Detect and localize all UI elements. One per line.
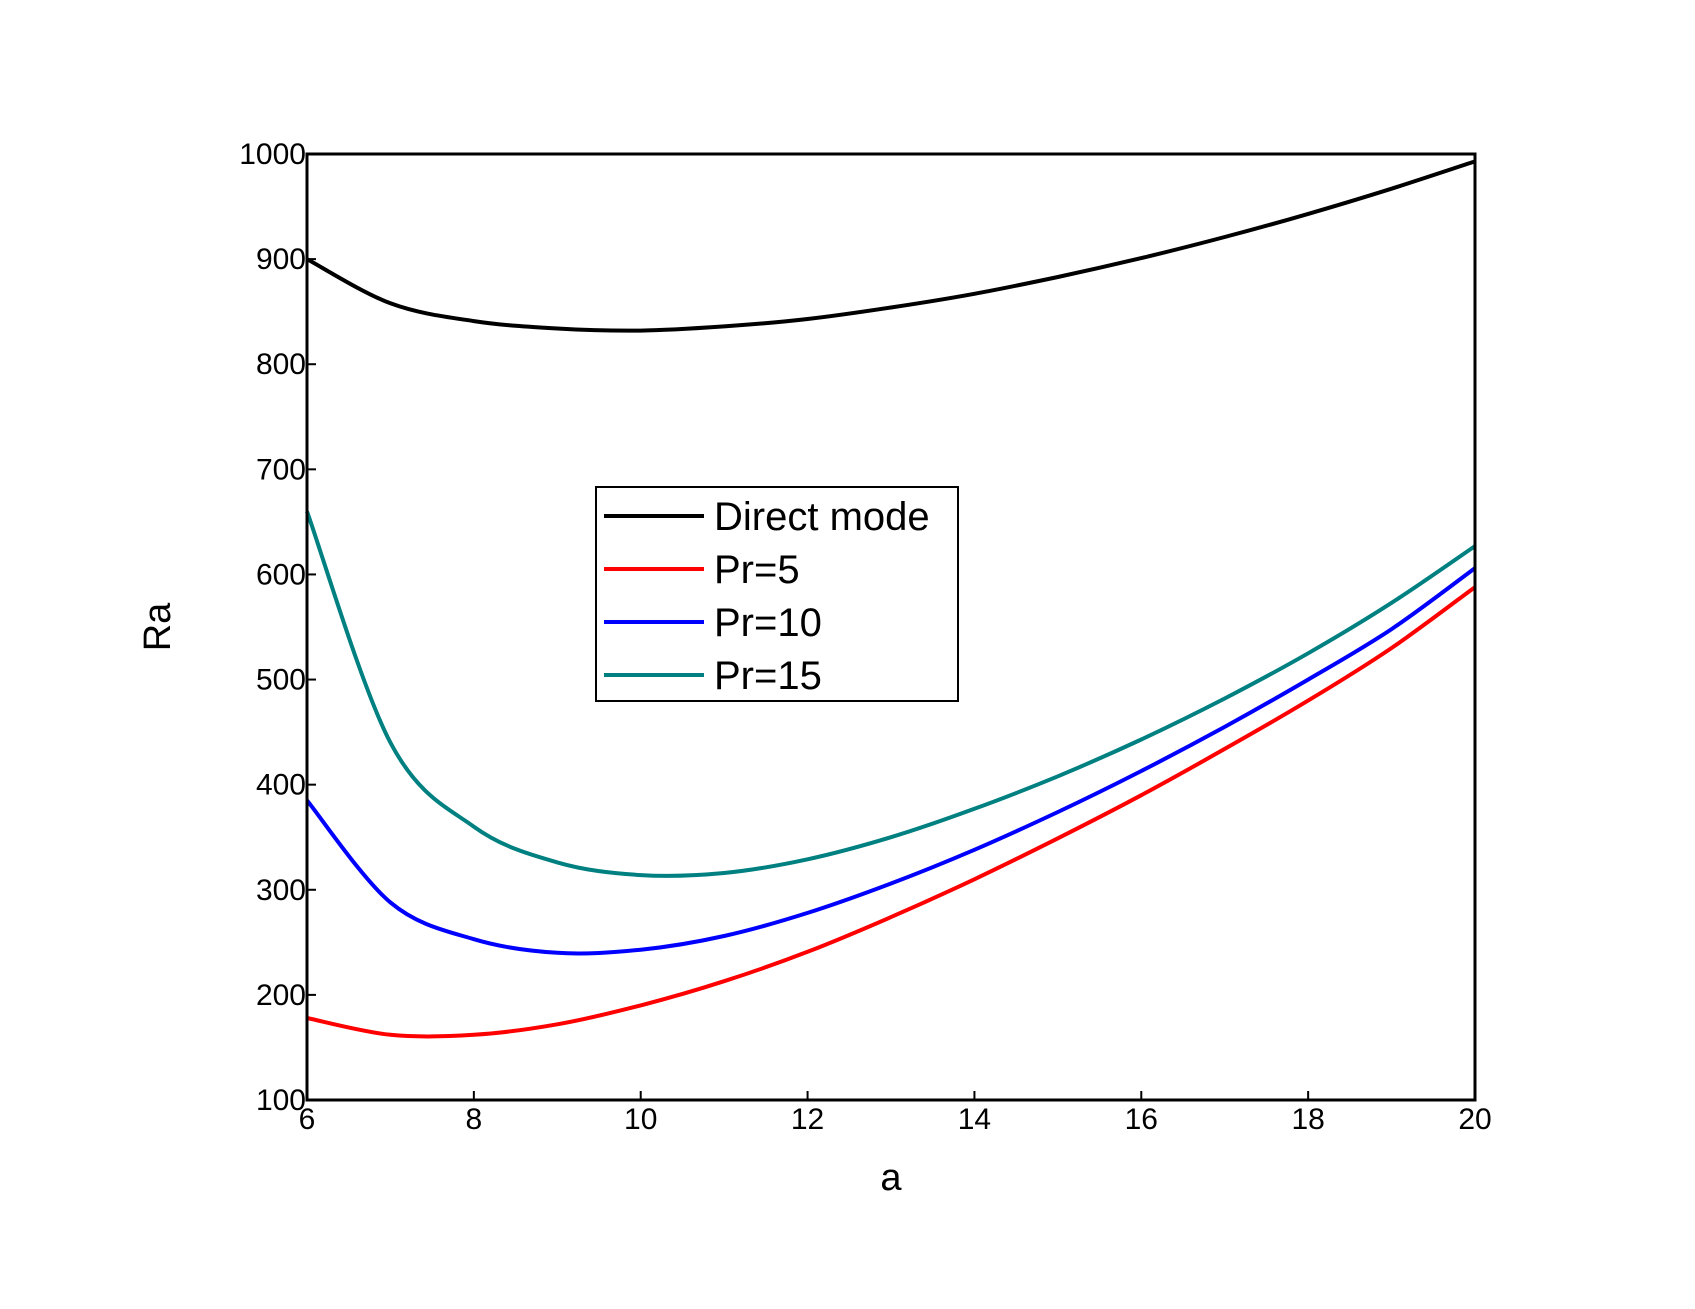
- y-tick-label: 900: [256, 243, 306, 276]
- y-tick-label: 300: [256, 874, 306, 907]
- x-tick-label: 12: [791, 1103, 824, 1136]
- y-tick-label: 500: [256, 664, 306, 697]
- plot-frame: [305, 152, 1477, 1102]
- series-line-0: [306, 159, 1476, 333]
- x-tick-label: 8: [466, 1103, 483, 1136]
- legend-label-2: Pr=10: [714, 601, 822, 645]
- x-tick-label: 20: [1458, 1103, 1491, 1136]
- x-tick-label: 18: [1291, 1103, 1324, 1136]
- series-line-2: [305, 566, 1477, 956]
- y-tick-label: 100: [256, 1084, 306, 1117]
- y-tick-label: 600: [256, 558, 306, 591]
- x-tick-label: 16: [1125, 1103, 1158, 1136]
- x-tick-label: 14: [958, 1103, 991, 1136]
- y-tick-label: 200: [256, 979, 306, 1012]
- legend-label-0: Direct mode: [714, 495, 930, 539]
- series-line-1: [306, 585, 1477, 1039]
- legend-label-1: Pr=5: [714, 548, 800, 592]
- legend-box: [595, 486, 959, 702]
- x-tick-label: 6: [299, 1103, 316, 1136]
- x-axis-label: a: [880, 1157, 902, 1199]
- y-tick-label: 700: [256, 453, 306, 486]
- legend-label-3: Pr=15: [714, 654, 822, 698]
- y-tick-label: 400: [256, 769, 306, 802]
- y-tick-label: 800: [256, 348, 306, 381]
- series-layer: [305, 159, 1477, 1039]
- x-tick-label: 10: [624, 1103, 657, 1136]
- ticks-layer: 6 8 10 12 14 16 18 20 100 200 300 400 500 600 700 800 90…: [239, 138, 1491, 1136]
- y-axis-label: Ra: [137, 602, 179, 651]
- legend: Direct mode Pr=5 Pr=10 Pr=15: [595, 486, 959, 702]
- y-tick-label: 1000: [239, 138, 306, 171]
- series-line-3: [305, 510, 1477, 878]
